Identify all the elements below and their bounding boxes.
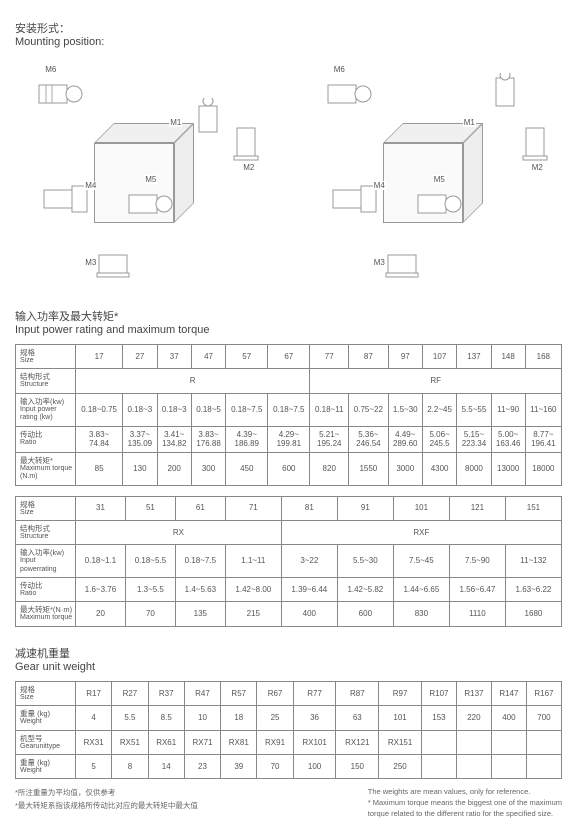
footnote-left-2: *最大转矩系指该规格所传动比对应的最大转矩中最大值 xyxy=(15,800,198,811)
table-row: 结构形式Structure R RF xyxy=(16,369,562,393)
m-label: M3 xyxy=(373,258,386,267)
footnote-left-1: *所注重量为平均值，仅供参考 xyxy=(15,787,198,798)
mounting-diagram-right: M6 M1 M2 M4 M5 M3 xyxy=(313,63,553,283)
motor-icon xyxy=(94,243,149,283)
table-row: 规格Size 172737475767778797107137148168 xyxy=(16,345,562,369)
table-row: 输入功率(kw)Input powerrating 0.18~1.10.18~5… xyxy=(16,545,562,578)
mounting-title-en: Mounting position: xyxy=(15,36,562,48)
m-label: M2 xyxy=(531,163,544,172)
table3-title-en: Gear unit weight xyxy=(15,661,562,673)
table1-section: 输入功率及最大转矩* Input power rating and maximu… xyxy=(15,308,562,627)
m-label: M6 xyxy=(333,65,346,74)
m-label: M2 xyxy=(242,163,255,172)
m-label: M5 xyxy=(433,175,446,184)
table1-title-cn: 输入功率及最大转矩* xyxy=(15,308,562,324)
power-torque-table-1: 规格Size 172737475767778797107137148168 结构… xyxy=(15,344,562,486)
table-row: 最大转矩*(N·m)Maximum torque 207013521540060… xyxy=(16,602,562,626)
table-row: 重量 (kg)Weight 5814233970100150250 xyxy=(16,755,562,779)
motor-icon xyxy=(323,73,378,113)
motor-icon xyxy=(488,73,543,113)
footnote-right-3: torque related to the different ratio fo… xyxy=(368,809,562,818)
table3-title-cn: 减速机重量 xyxy=(15,645,562,661)
motor-icon xyxy=(229,123,284,163)
power-torque-table-2: 规格Size 315161718191101121151 结构形式Structu… xyxy=(15,496,562,627)
table-row: 传动比Ratio 3.83~ 74.843.37~ 135.093.41~ 13… xyxy=(16,426,562,452)
mounting-diagrams: M6 M1 M2 M4 M5 M3 M6 xyxy=(15,63,562,283)
m-label: M5 xyxy=(144,175,157,184)
gear-weight-table: 规格Size R17R27R37R47R57R67R77R87R97R107R1… xyxy=(15,681,562,780)
m-label: M3 xyxy=(84,258,97,267)
m-label: M4 xyxy=(84,181,97,190)
m-label: M6 xyxy=(44,65,57,74)
motor-icon xyxy=(413,183,468,223)
table-row: 机型号Gearunittype RX31RX51RX61RX71RX81RX91… xyxy=(16,730,562,754)
table-row: 传动比Ratio 1.6~3.761.3~5.51.4~5.631.42~8.0… xyxy=(16,578,562,602)
m-label: M1 xyxy=(463,118,476,127)
motor-icon xyxy=(383,243,438,283)
table-row: 结构形式Structure RX RXF xyxy=(16,520,562,544)
table-row: 输入功率(kw)Input power rating (kw) 0.18~0.7… xyxy=(16,393,562,426)
motor-icon xyxy=(124,183,179,223)
motor-icon xyxy=(34,73,89,113)
table-row: 重量 (kg)Weight 45.58.51018253663101153220… xyxy=(16,706,562,730)
table1-title-en: Input power rating and maximum torque xyxy=(15,324,562,336)
mounting-title-cn: 安装形式： xyxy=(15,20,562,36)
table-row: 规格Size R17R27R37R47R57R67R77R87R97R107R1… xyxy=(16,681,562,705)
table-row: 最大转矩*Maximum torque (N.m) 85130200300450… xyxy=(16,452,562,485)
motor-icon xyxy=(518,123,573,163)
table-row: 规格Size 315161718191101121151 xyxy=(16,496,562,520)
m-label: M4 xyxy=(373,181,386,190)
footnotes: *所注重量为平均值，仅供参考 *最大转矩系指该规格所传动比对应的最大转矩中最大值… xyxy=(15,785,562,818)
mounting-diagram-left: M6 M1 M2 M4 M5 M3 xyxy=(24,63,264,283)
footnote-right-1: The weights are mean values, only for re… xyxy=(368,787,562,796)
m-label: M1 xyxy=(169,118,182,127)
table3-section: 减速机重量 Gear unit weight 规格Size R17R27R37R… xyxy=(15,645,562,819)
